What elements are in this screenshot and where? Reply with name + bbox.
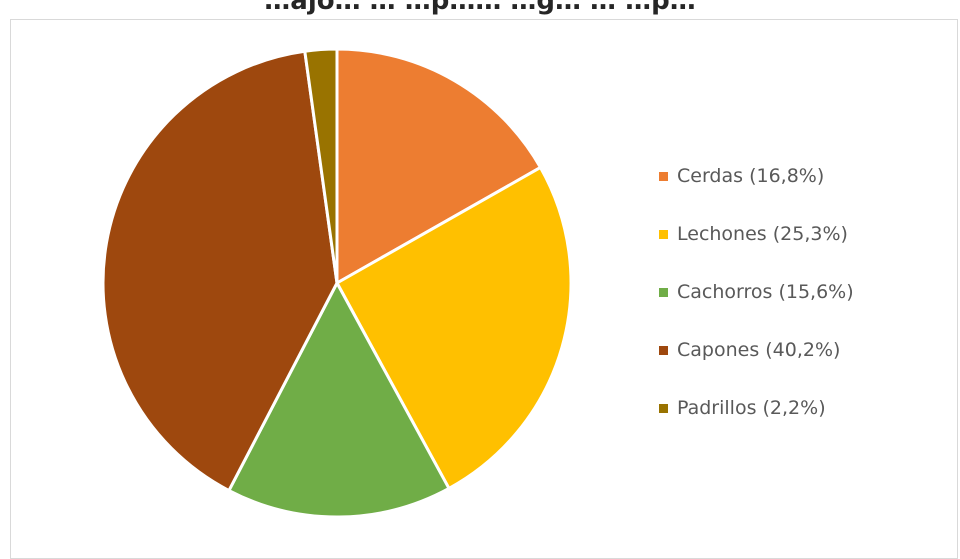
legend-item-cachorros: Cachorros (15,6%): [659, 263, 854, 321]
legend-label-capones: Capones (40,2%): [677, 339, 841, 361]
pie-slice-padrillos: [303, 47, 339, 285]
legend: Cerdas (16,8%) Lechones (25,3%) Cachorro…: [659, 147, 854, 437]
legend-label-cachorros: Cachorros (15,6%): [677, 281, 854, 303]
legend-label-padrillos: Padrillos (2,2%): [677, 397, 826, 419]
legend-swatch-padrillos: [659, 403, 668, 413]
legend-label-lechones: Lechones (25,3%): [677, 223, 848, 245]
legend-item-cerdas: Cerdas (16,8%): [659, 147, 854, 205]
legend-item-padrillos: Padrillos (2,2%): [659, 379, 854, 437]
pie-slice-cerdas: [335, 47, 542, 285]
pie-slice-lechones: [335, 165, 573, 490]
legend-swatch-capones: [659, 345, 668, 355]
pie-slice-cachorros: [227, 281, 451, 519]
chart-title: …ajo… … …p…… …g… … …p…: [264, 0, 696, 16]
legend-item-lechones: Lechones (25,3%): [659, 205, 854, 263]
legend-swatch-cachorros: [659, 287, 668, 297]
legend-label-cerdas: Cerdas (16,8%): [677, 165, 825, 187]
pie-slice-capones: [101, 49, 339, 493]
legend-swatch-cerdas: [659, 171, 668, 181]
legend-item-capones: Capones (40,2%): [659, 321, 854, 379]
legend-swatch-lechones: [659, 229, 668, 239]
